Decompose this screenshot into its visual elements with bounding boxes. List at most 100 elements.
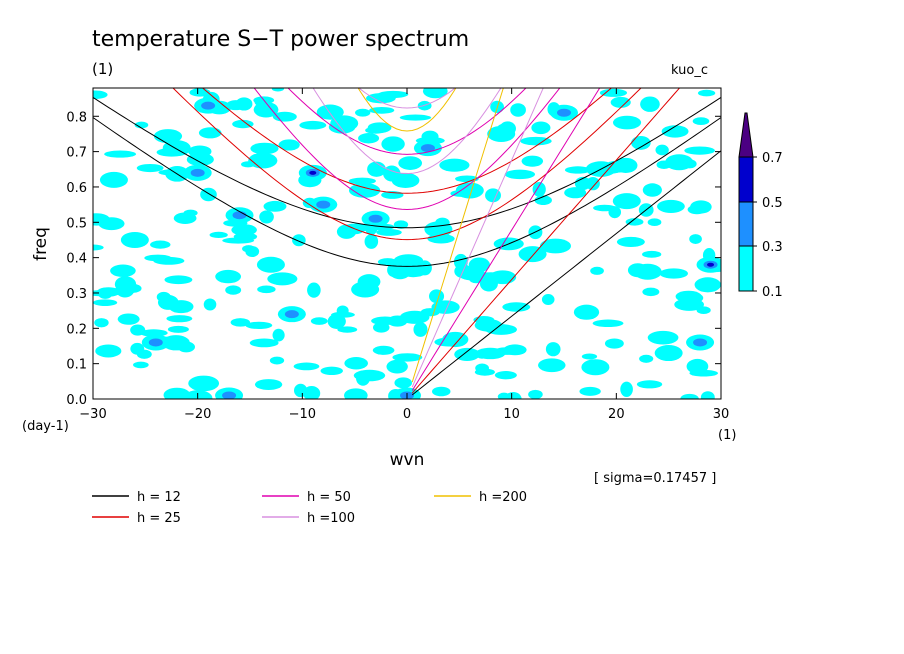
power-patch [376, 228, 402, 236]
power-patch [95, 344, 122, 358]
power-patch [479, 275, 498, 292]
power-patch [573, 304, 600, 320]
power-patch [625, 218, 644, 226]
power-patch [232, 119, 254, 129]
power-patch [661, 125, 689, 138]
power-blob [424, 221, 453, 238]
power-patch [692, 117, 710, 126]
power-patch [93, 90, 108, 99]
power-patch [166, 315, 193, 323]
power-patch [364, 234, 379, 249]
colorbar-swatch [738, 201, 754, 248]
power-patch [539, 238, 572, 254]
gravity-curve-n2 [287, 88, 527, 155]
power-patch [399, 310, 430, 324]
power-patch [386, 359, 408, 374]
model-name: kuo_c [671, 63, 708, 78]
power-blob [256, 256, 285, 273]
power-patch [293, 362, 320, 371]
power-patch [604, 338, 624, 349]
power-patch [531, 121, 551, 135]
power-patch [209, 231, 228, 238]
power-patch [164, 275, 193, 285]
power-patch [439, 158, 470, 172]
power-patch [269, 356, 285, 365]
power-patch [136, 163, 164, 173]
power-patch [104, 150, 137, 158]
colorbar-swatch [738, 156, 754, 203]
power-blob-mid [284, 310, 299, 319]
colorbar-label: 0.5 [762, 196, 783, 211]
power-patch [130, 324, 146, 336]
power-blob [612, 193, 641, 210]
power-patch [316, 104, 344, 120]
kelvin-curve [411, 150, 721, 396]
power-patch [502, 302, 531, 312]
gravity-curve-n2 [201, 88, 613, 194]
power-patch [394, 377, 413, 389]
power-blob-mid [316, 200, 331, 209]
chart-title: temperature S−T power spectrum [92, 27, 469, 52]
power-patch [183, 209, 198, 217]
y-tick-label: 0.5 [66, 216, 87, 231]
colorbar-label: 0.7 [762, 151, 783, 166]
power-patch [241, 161, 256, 168]
power-patch [272, 111, 297, 122]
power-patch [534, 195, 552, 206]
power-patch [167, 325, 189, 333]
power-patch [97, 287, 113, 299]
power-blob-mid [222, 391, 237, 399]
y-tick-label: 0.0 [66, 393, 87, 408]
power-patch [222, 237, 255, 244]
power-patch [579, 386, 601, 396]
power-patch [94, 318, 109, 328]
y-tick-label: 0.6 [66, 181, 87, 196]
power-patch [610, 96, 631, 108]
power-patch [545, 342, 561, 357]
power-patch [453, 253, 468, 270]
y-tick-label: 0.2 [66, 322, 87, 337]
y-tick-label: 0.7 [66, 146, 87, 161]
power-blob-high [309, 170, 317, 175]
x-tick-label: 20 [608, 407, 625, 422]
power-blob-mid [368, 214, 383, 223]
power-patch [259, 210, 274, 224]
power-patch [150, 240, 171, 249]
power-patch [631, 135, 651, 150]
y-axis-unit: (day-1) [22, 419, 69, 434]
power-blob-mid [420, 144, 435, 153]
power-patch [245, 321, 273, 330]
power-patch [249, 338, 279, 348]
power-patch [620, 381, 633, 397]
power-patch [331, 311, 355, 318]
power-patch [585, 176, 600, 191]
legend: h = 12 h = 25 h = 50 h =100 h =200 [92, 490, 527, 526]
power-patch [278, 139, 300, 151]
x-tick-label: 30 [713, 407, 730, 422]
gravity-curve-n1 [312, 88, 502, 175]
power-patch [254, 379, 283, 391]
power-blob [99, 171, 128, 188]
colorbar-arrow [738, 112, 754, 158]
power-patch [422, 88, 448, 99]
x-tick-label: 10 [503, 407, 520, 422]
power-patch [369, 106, 395, 114]
power-patch [686, 358, 709, 374]
power-patch [393, 220, 409, 229]
power-patch [303, 385, 321, 399]
power-patch [659, 268, 688, 279]
gravity-curve-n1 [93, 117, 721, 267]
power-blob [633, 263, 662, 280]
power-patch [689, 234, 702, 244]
power-patch [538, 358, 566, 373]
power-patch [133, 361, 149, 369]
power-patch [117, 313, 140, 325]
power-patch [642, 287, 660, 297]
power-patch [320, 366, 343, 376]
power-patch [640, 96, 660, 112]
power-patch [336, 224, 357, 239]
kelvin-curve [411, 88, 681, 394]
power-patch [581, 353, 598, 360]
legend-label: h =200 [479, 490, 527, 505]
